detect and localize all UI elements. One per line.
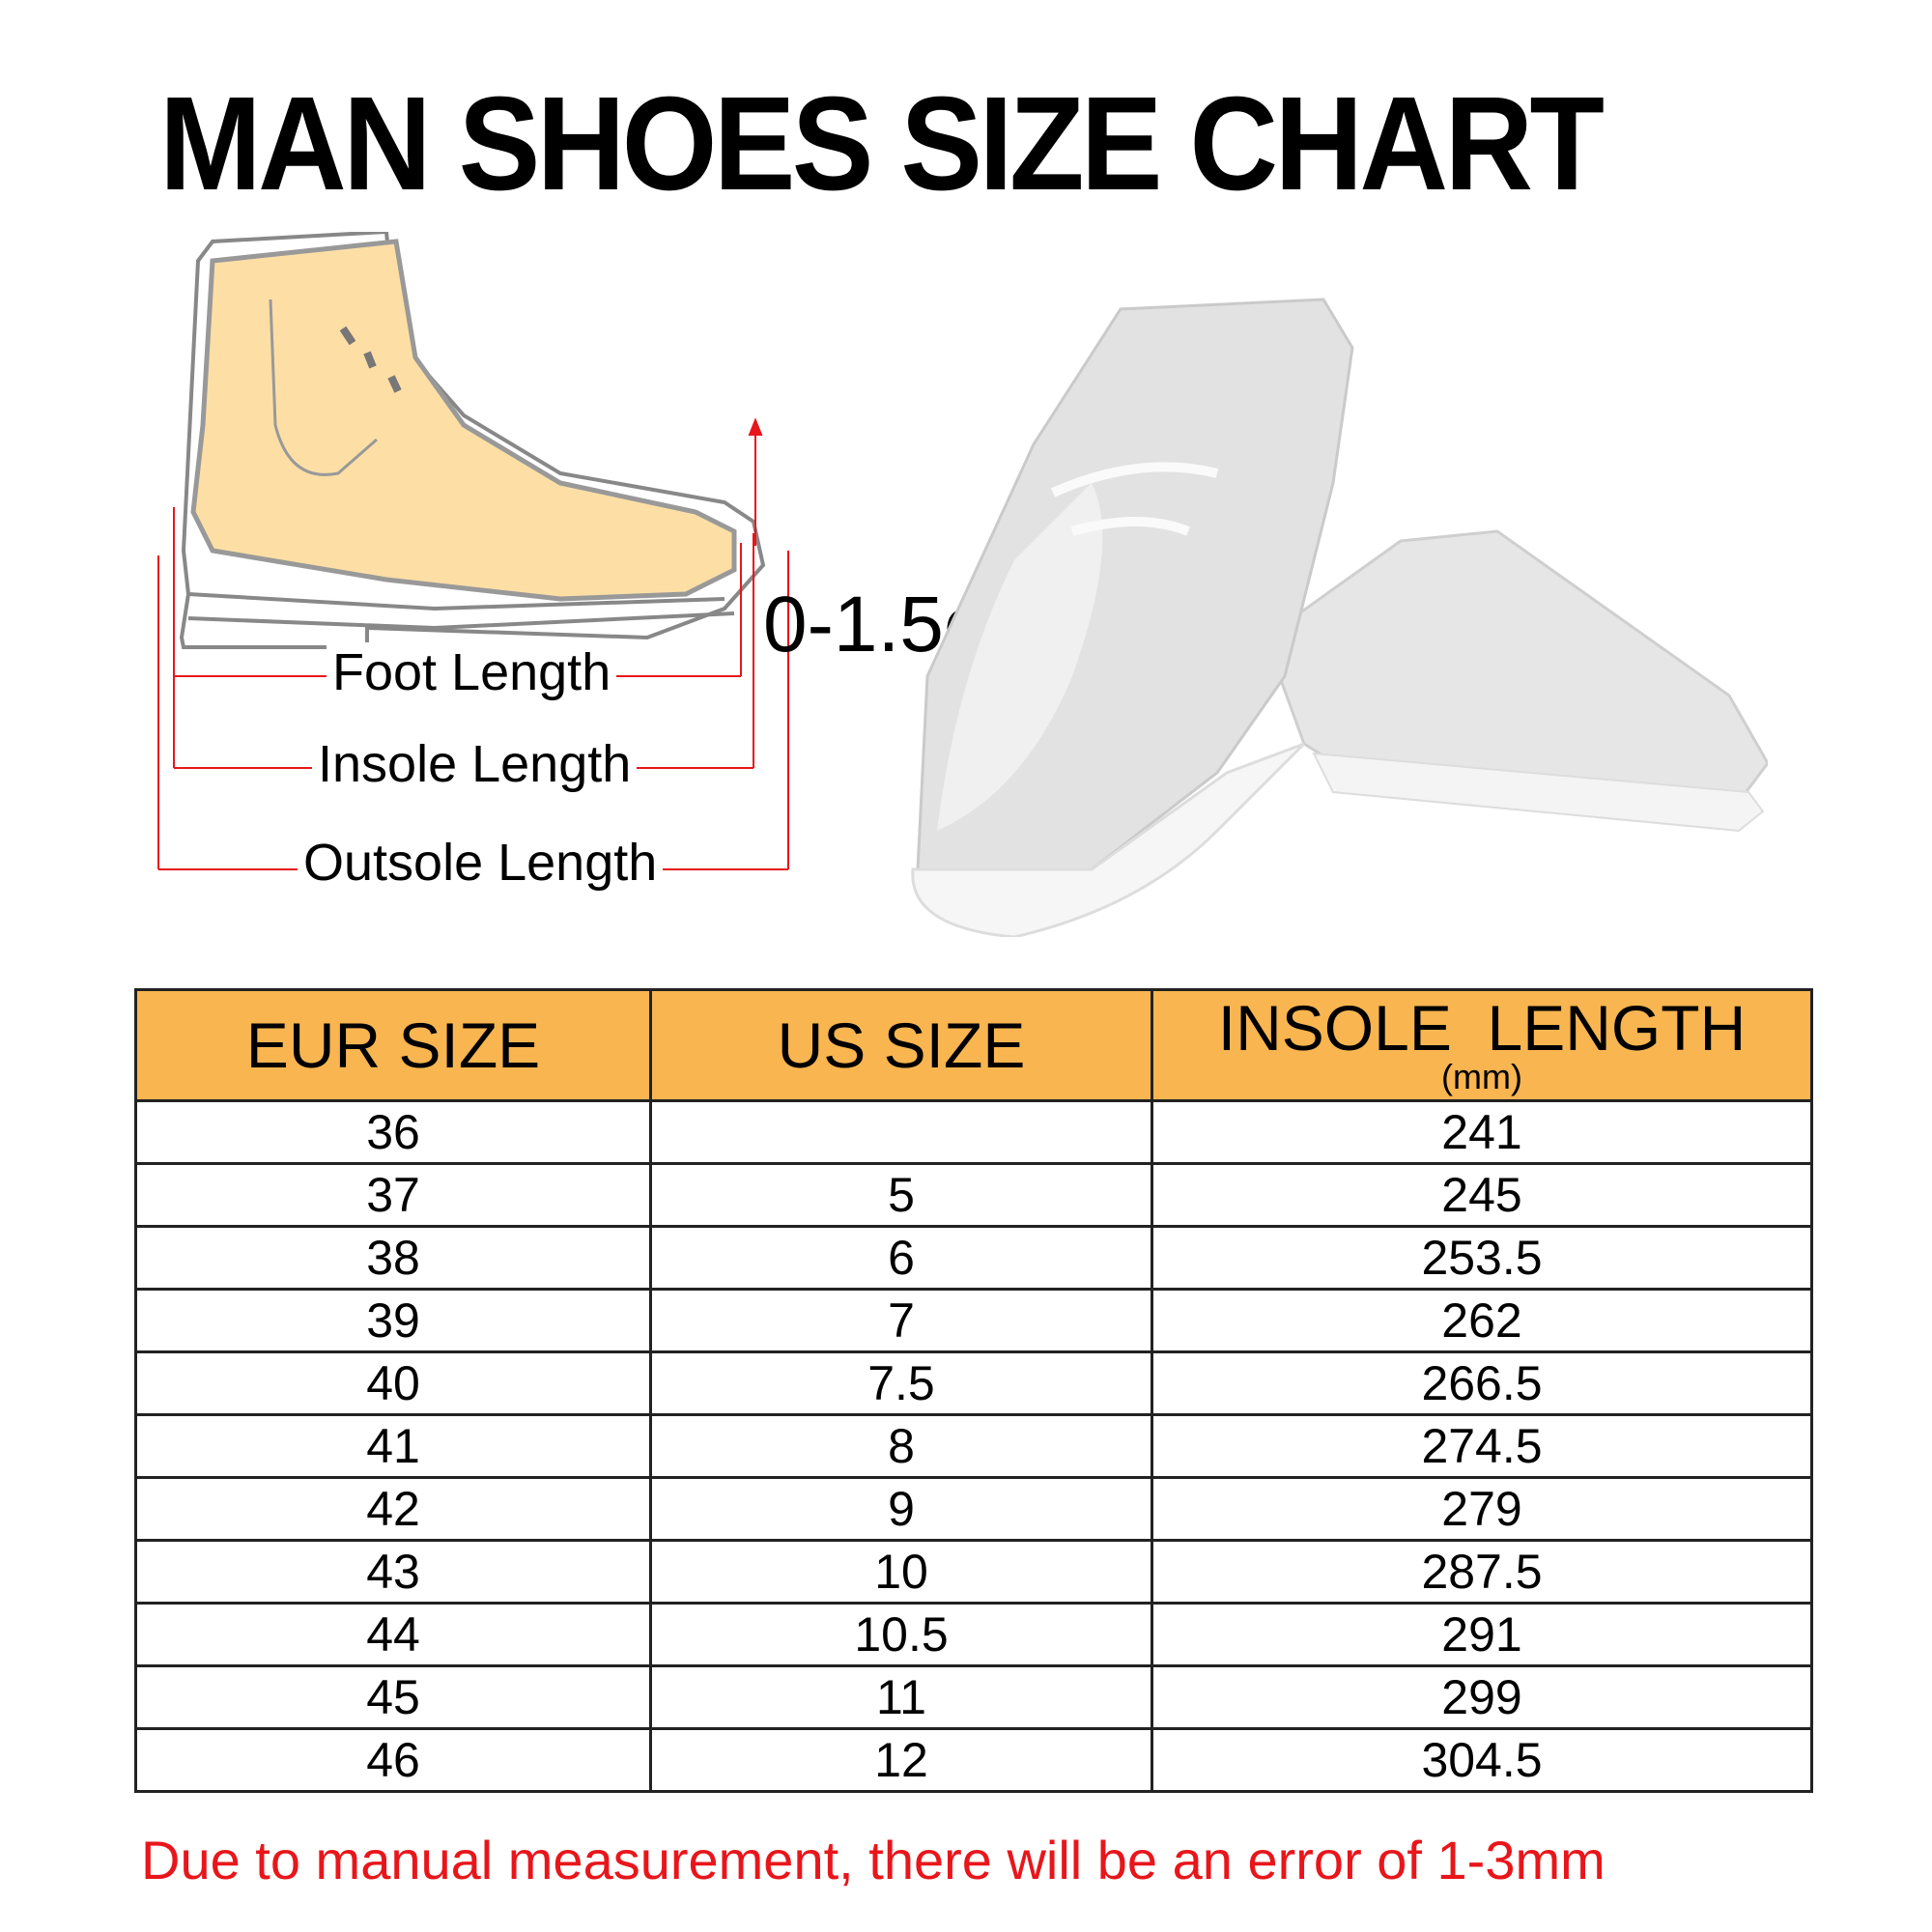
header-eur-size: EUR SIZE — [134, 988, 652, 1102]
cell-us: 8 — [649, 1413, 1153, 1479]
header-insole-label: INSOLE LENGTH — [1217, 992, 1747, 1064]
cell-eur: 39 — [134, 1288, 652, 1353]
cell-eur: 43 — [134, 1539, 652, 1605]
cell-us: 6 — [649, 1225, 1153, 1291]
size-chart-table: EUR SIZE US SIZE INSOLE LENGTH (mm) 36 241… — [134, 988, 1813, 1793]
cell-insole: 262 — [1151, 1288, 1813, 1353]
table-row: 37 5 245 — [134, 1162, 1813, 1228]
table-row: 43 10 287.5 — [134, 1539, 1813, 1605]
cell-insole: 241 — [1151, 1099, 1813, 1165]
cell-insole: 279 — [1151, 1476, 1813, 1542]
foot-length-label: Foot Length — [327, 642, 617, 702]
cell-eur: 38 — [134, 1225, 652, 1291]
cell-eur: 44 — [134, 1602, 652, 1667]
cell-us: 10 — [649, 1539, 1153, 1605]
cell-eur: 41 — [134, 1413, 652, 1479]
cell-us: 5 — [649, 1162, 1153, 1228]
cell-eur: 45 — [134, 1664, 652, 1730]
header-us-size: US SIZE — [649, 988, 1153, 1102]
header-insole-length: INSOLE LENGTH (mm) — [1151, 988, 1813, 1102]
cell-insole: 266.5 — [1151, 1350, 1813, 1416]
cell-us: 7.5 — [649, 1350, 1153, 1416]
cell-insole: 299 — [1151, 1664, 1813, 1730]
cell-us: 9 — [649, 1476, 1153, 1542]
cell-insole: 291 — [1151, 1602, 1813, 1667]
table-row: 45 11 299 — [134, 1664, 1813, 1730]
foot-in-shoe-illustration — [157, 229, 789, 870]
cell-insole: 253.5 — [1151, 1225, 1813, 1291]
page-title: MAN SHOES SIZE CHART — [159, 70, 1605, 218]
table-row: 42 9 279 — [134, 1476, 1813, 1542]
cell-insole: 287.5 — [1151, 1539, 1813, 1605]
cell-eur: 37 — [134, 1162, 652, 1228]
insole-length-label: Insole Length — [312, 734, 638, 794]
cell-us: 7 — [649, 1288, 1153, 1353]
table-row: 46 12 304.5 — [134, 1727, 1813, 1793]
cell-us: 10.5 — [649, 1602, 1153, 1667]
table-header-row: EUR SIZE US SIZE INSOLE LENGTH (mm) — [134, 988, 1813, 1102]
cell-eur: 42 — [134, 1476, 652, 1542]
cell-us — [649, 1099, 1153, 1165]
foot-measurement-diagram: 0-1.5cm Foot Length Insole Length Outsol… — [145, 229, 1049, 898]
white-shoes-photo — [898, 290, 1770, 939]
table-row: 44 10.5 291 — [134, 1602, 1813, 1667]
cell-insole: 245 — [1151, 1162, 1813, 1228]
cell-eur: 40 — [134, 1350, 652, 1416]
table-row: 39 7 262 — [134, 1288, 1813, 1353]
outsole-length-label: Outsole Length — [298, 833, 664, 893]
table-row: 36 241 — [134, 1099, 1813, 1165]
cell-us: 12 — [649, 1727, 1153, 1793]
cell-insole: 274.5 — [1151, 1413, 1813, 1479]
table-row: 38 6 253.5 — [134, 1225, 1813, 1291]
cell-eur: 46 — [134, 1727, 652, 1793]
measurement-error-note: Due to manual measurement, there will be… — [141, 1830, 1605, 1890]
header-insole-unit: (mm) — [1441, 1057, 1522, 1096]
table-row: 40 7.5 266.5 — [134, 1350, 1813, 1416]
cell-us: 11 — [649, 1664, 1153, 1730]
table-row: 41 8 274.5 — [134, 1413, 1813, 1479]
cell-insole: 304.5 — [1151, 1727, 1813, 1793]
cell-eur: 36 — [134, 1099, 652, 1165]
